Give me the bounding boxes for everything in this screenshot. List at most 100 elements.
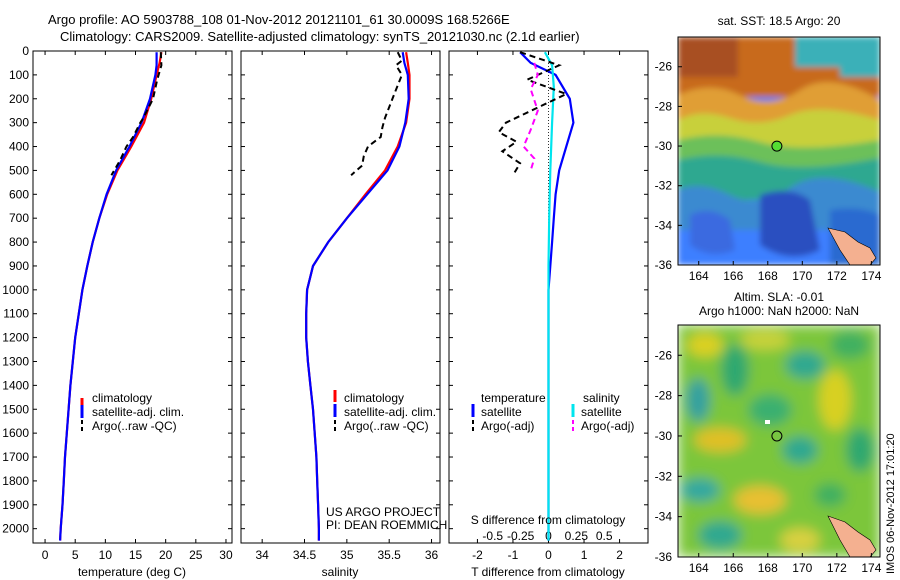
t-difference-label: T difference from climatology [471, 565, 625, 579]
s-diff-tick-label: 0.25 [565, 529, 589, 543]
depth-tick-label: 1000 [2, 283, 29, 297]
legend-s-satellite: satellite [581, 405, 622, 419]
lon-tick-label: 168 [758, 561, 778, 575]
depth-tick-label: 300 [9, 116, 29, 130]
s-diff-tick-label: 0.5 [596, 529, 613, 543]
salinity-profile-panel: 34 34.5 35 35.5 36 climatology satellite-adj… [240, 50, 447, 579]
coastline [827, 515, 877, 557]
lon-tick-label: 166 [723, 561, 743, 575]
title-line-1: Argo profile: AO 5903788_108 01-Nov-2012… [48, 12, 510, 27]
lon-tick-label: 166 [723, 269, 743, 283]
lon-tick-label: 174 [861, 269, 881, 283]
x-tick-label: -1 [508, 548, 519, 562]
sla-map: Altim. SLA: -0.01 Argo h1000: NaN h2000:… [655, 290, 882, 575]
x-tick-label: 5 [72, 548, 79, 562]
depth-tick-label: 0 [22, 44, 29, 58]
salinity-depth-ticks [241, 50, 440, 530]
depth-tick-label: 2000 [2, 522, 29, 536]
lat-tick-label: -34 [655, 510, 673, 524]
legend-t-argo: Argo(-adj) [481, 419, 534, 433]
series-argo [350, 51, 404, 176]
x-tick-label: 36 [425, 548, 439, 562]
temperature-profile-panel: 0100200300400500600700800900100011001200… [2, 44, 233, 579]
temperature-axes-box [32, 50, 233, 544]
sst-map: sat. SST: 18.5 Argo: 20 164 166 168 170 172 1… [655, 14, 882, 283]
lat-tick-label: -36 [655, 258, 673, 272]
series-s-satellite [543, 51, 555, 541]
lon-tick-label: 170 [792, 269, 812, 283]
s-diff-tick-label: -0.25 [507, 529, 535, 543]
x-tick-label: 0 [42, 548, 49, 562]
x-tick-label: 25 [189, 548, 203, 562]
depth-tick-label: 600 [9, 187, 29, 201]
depth-tick-label: 1800 [2, 474, 29, 488]
depth-tick-label: 1900 [2, 498, 29, 512]
x-tick-label: 35 [340, 548, 354, 562]
depth-tick-label: 1600 [2, 426, 29, 440]
lat-tick-label: -28 [655, 389, 673, 403]
credit-line-1: US ARGO PROJECT [326, 505, 441, 519]
difference-profile-panel: -2 -1 0 1 2 -0.5 -0.25 0 0.25 0.5 temperature sa… [448, 50, 649, 579]
legend-argo: Argo(..raw -QC) [344, 419, 429, 433]
difference-legend: temperature salinity satellite Argo(-adj… [471, 391, 634, 433]
depth-tick-label: 500 [9, 163, 29, 177]
depth-tick-label: 700 [9, 211, 29, 225]
lat-tick-label: -34 [655, 218, 673, 232]
lon-tick-label: 172 [827, 561, 847, 575]
title-line-2: Climatology: CARS2009. Satellite-adjuste… [60, 29, 580, 44]
sst-map-title: sat. SST: 18.5 Argo: 20 [718, 14, 841, 28]
temperature-legend: climatology satellite-adj. clim. Argo(..… [80, 391, 184, 433]
x-tick-label: 34 [255, 548, 269, 562]
s-diff-tick-label: -0.5 [482, 529, 503, 543]
lat-tick-label: -36 [655, 550, 673, 564]
lat-tick-label: -28 [655, 99, 673, 113]
legend-argo: Argo(..raw -QC) [92, 419, 177, 433]
legend-climatology: climatology [92, 391, 152, 405]
sla-map-ticks: 164 166 168 170 172 174 -26 -28 -30 -32 -34 -36 [655, 348, 882, 575]
salinity-x-axis: 34 34.5 35 35.5 36 [255, 51, 439, 562]
lon-tick-label: 164 [689, 561, 709, 575]
depth-tick-label: 1200 [2, 331, 29, 345]
depth-tick-label: 100 [9, 68, 29, 82]
depth-tick-label: 800 [9, 235, 29, 249]
lat-tick-label: -30 [655, 139, 673, 153]
legend-satellite: satellite-adj. clim. [92, 405, 184, 419]
x-tick-label: 0 [545, 548, 552, 562]
difference-series [497, 51, 575, 541]
depth-tick-label: 1400 [2, 378, 29, 392]
sst-map-ticks: 164 166 168 170 172 174 -26 -28 -30 -32 -34 -36 [655, 60, 882, 283]
imos-watermark: IMOS 06-Nov-2012 17:01:20 [885, 433, 897, 574]
x-tick-label: 10 [99, 548, 113, 562]
lat-tick-label: -26 [655, 348, 673, 362]
depth-tick-label: 200 [9, 92, 29, 106]
lon-tick-label: 164 [689, 269, 709, 283]
x-tick-label: 15 [129, 548, 143, 562]
x-tick-label: 34.5 [293, 548, 317, 562]
depth-tick-label: 900 [9, 259, 29, 273]
salinity-xlabel: salinity [322, 565, 359, 579]
temperature-xlabel: temperature (deg C) [78, 565, 186, 579]
legend-climatology: climatology [344, 391, 404, 405]
sst-field [678, 37, 880, 265]
s-difference-label: S difference from climatology [471, 513, 626, 527]
x-tick-label: 30 [219, 548, 233, 562]
sla-map-title-1: Altim. SLA: -0.01 [734, 290, 824, 304]
legend-s-argo: Argo(-adj) [581, 419, 634, 433]
legend-satellite: satellite-adj. clim. [344, 405, 436, 419]
salinity-legend: climatology satellite-adj. clim. Argo(..… [333, 390, 436, 433]
depth-tick-label: 1100 [3, 307, 29, 321]
legend-title-temperature: temperature [481, 391, 546, 405]
lon-tick-label: 168 [758, 269, 778, 283]
series-t-argo [497, 51, 569, 176]
argo-float-marker [771, 430, 783, 442]
lat-tick-label: -32 [655, 179, 673, 193]
x-tick-label: 35.5 [378, 548, 402, 562]
legend-t-satellite: satellite [481, 405, 522, 419]
x-tick-label: 1 [581, 548, 588, 562]
temperature-series [59, 52, 163, 541]
lon-tick-label: 172 [827, 269, 847, 283]
data-gap [765, 420, 770, 424]
coastline [827, 227, 877, 265]
difference-x-axis: -2 -1 0 1 2 [472, 51, 623, 562]
